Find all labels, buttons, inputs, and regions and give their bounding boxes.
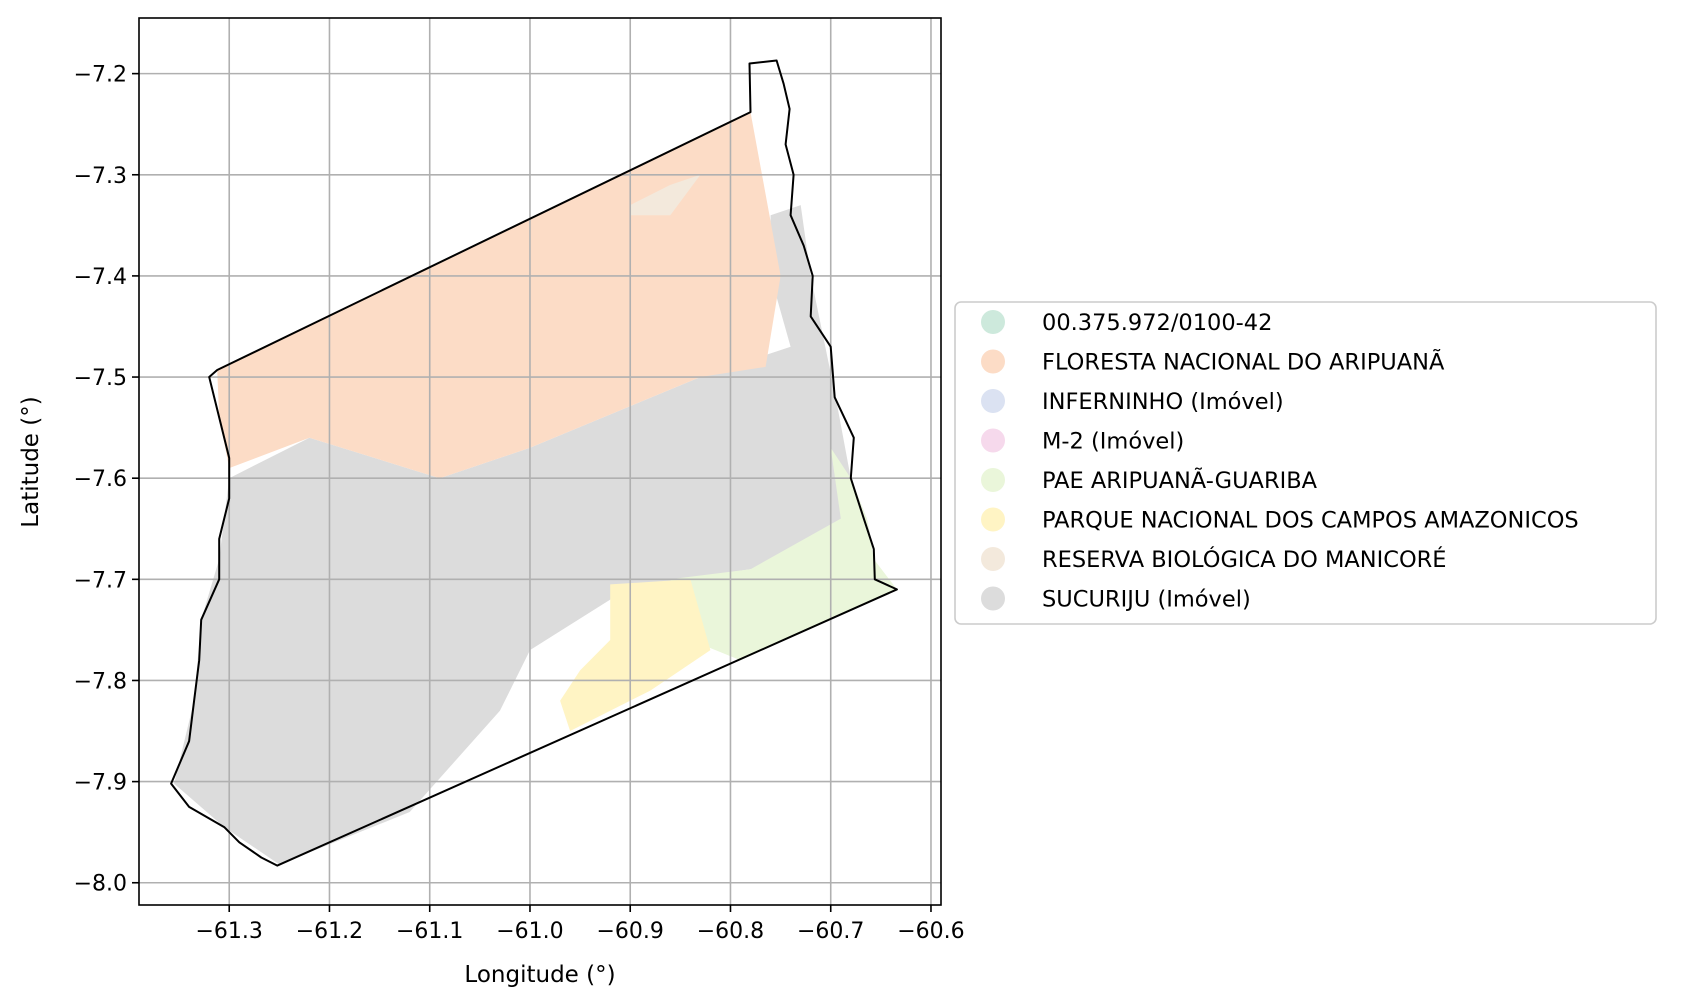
y-tick-label: −7.7	[74, 568, 127, 593]
x-tick-label: −61.1	[396, 919, 463, 944]
legend-label-m-2-imovel: M-2 (Imóvel)	[1042, 429, 1184, 455]
region-pae-aripuana-guariba	[670, 447, 897, 661]
y-tick-label: −7.4	[74, 265, 127, 290]
legend-swatch-pae-aripuana-guariba	[981, 468, 1005, 492]
y-axis-label: Latitude (°)	[18, 396, 44, 527]
axes-frame	[138, 17, 942, 906]
boundary-outline	[170, 59, 898, 867]
y-tick-label: −7.5	[74, 366, 127, 391]
legend-swatch-00-375-972-0100-42	[981, 310, 1005, 334]
region-sucuriju-imovel	[174, 205, 873, 865]
legend-label-pae-aripuana-guariba: PAE ARIPUANÃ-GUARIBA	[1042, 466, 1318, 494]
legend: 00.375.972/0100-42 FLORESTA NACIONAL DO A…	[954, 301, 1657, 625]
region-parque-nacional-dos-campos-amazonicos	[560, 579, 711, 731]
x-tick-label: −60.7	[797, 919, 864, 944]
ticks-layer: −61.3 −61.2 −61.1 −61.0 −60.9 −60.8 −60.7 −60.6…	[74, 63, 965, 944]
legend-swatch-parque-nacional-dos-campos-amazonicos	[981, 507, 1005, 532]
x-tick-label: −61.3	[196, 919, 263, 944]
legend-swatch-sucuriju-imovel	[981, 586, 1005, 611]
legend-label-parque-nacional-dos-campos-amazonicos: PARQUE NACIONAL DOS CAMPOS AMAZONICOS	[1042, 508, 1579, 534]
legend-label-floresta-nacional-do-aripuana: FLORESTA NACIONAL DO ARIPUANÃ	[1042, 348, 1445, 376]
legend-label-sucuriju-imovel: SUCURIJU (Imóvel)	[1042, 587, 1251, 613]
y-tick-label: −8.0	[74, 872, 127, 897]
y-tick-label: −7.9	[74, 771, 127, 796]
legend-swatch-floresta-nacional-do-aripuana	[981, 349, 1005, 374]
region-reserva-biologica-do-manicore	[630, 174, 701, 216]
legend-label-reserva-biologica-do-manicore: RESERVA BIOLÓGICA DO MANICORÉ	[1042, 545, 1447, 573]
y-tick-label: −7.3	[74, 164, 127, 189]
legend-label-00-375-972-0100-42: 00.375.972/0100-42	[1042, 310, 1272, 336]
regions-layer	[174, 112, 897, 865]
x-axis-label: Longitude (°)	[464, 962, 615, 988]
legend-label-inferninho-imovel: INFERNINHO (Imóvel)	[1042, 389, 1284, 415]
legend-frame	[954, 301, 1657, 625]
legend-swatch-m-2-imovel	[981, 428, 1005, 453]
y-tick-label: −7.8	[74, 669, 127, 694]
x-tick-label: −61.2	[296, 919, 363, 944]
legend-swatch-reserva-biologica-do-manicore	[981, 547, 1005, 571]
y-tick-label: −7.6	[74, 467, 127, 492]
boundary-layer	[170, 59, 898, 867]
x-tick-label: −61.0	[496, 919, 563, 944]
x-tick-label: −60.6	[897, 919, 964, 944]
legend-swatch-inferninho-imovel	[981, 389, 1005, 413]
legend-items: 00.375.972/0100-42 FLORESTA NACIONAL DO A…	[981, 310, 1579, 613]
x-tick-label: −60.9	[597, 919, 664, 944]
y-tick-label: −7.2	[74, 63, 127, 88]
grid-layer	[139, 18, 941, 905]
x-tick-label: −60.8	[697, 919, 764, 944]
